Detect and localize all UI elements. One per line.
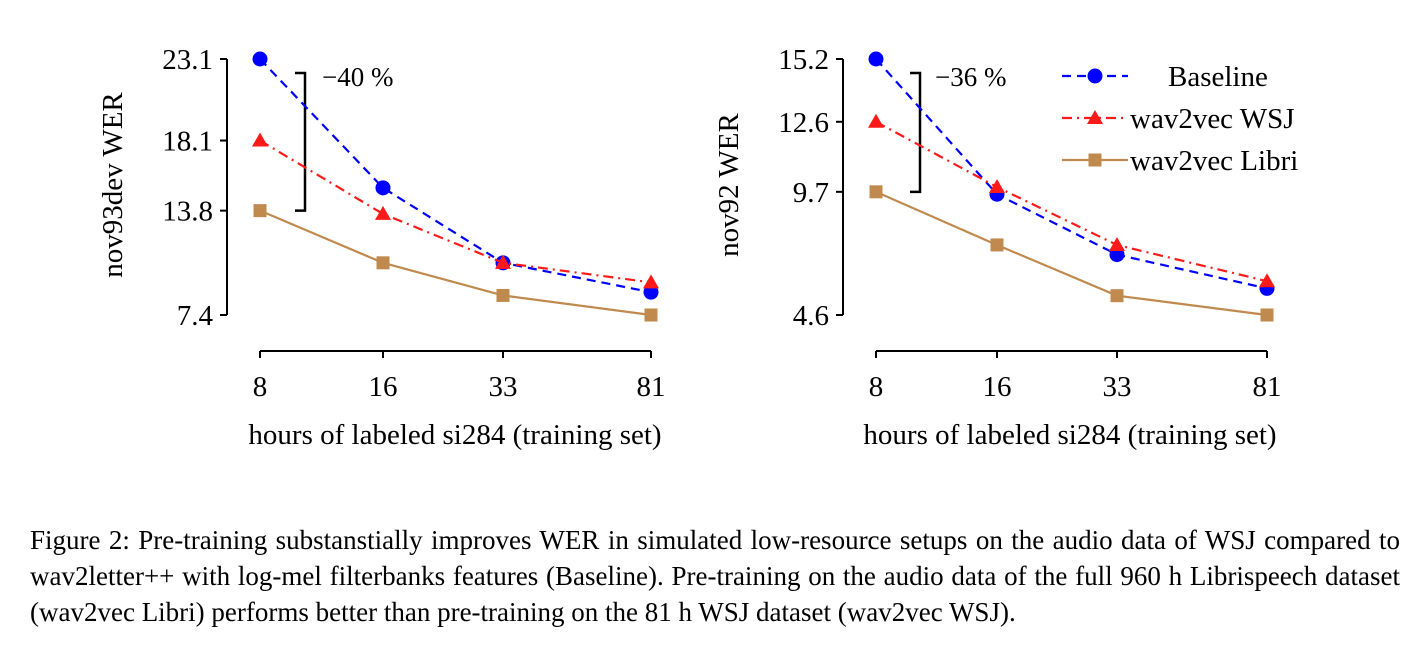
- data-point-triangle: [643, 274, 659, 289]
- reduction-annotation: −36 %: [935, 62, 1006, 92]
- series-line-circle: [259, 58, 652, 294]
- x-tick-label: 33: [489, 371, 518, 403]
- data-point-square: [1110, 289, 1124, 303]
- data-point-square: [1260, 308, 1274, 322]
- data-point-circle: [252, 51, 268, 67]
- x-tick-label: 33: [1103, 371, 1132, 403]
- data-point-square: [644, 308, 658, 322]
- chart-1: 7.4 13.8 18.1 23.1 8 16 33 81 nov93dev WER hours …: [97, 44, 666, 451]
- data-point-triangle: [1087, 110, 1103, 124]
- data-point-triangle: [252, 132, 268, 147]
- legend-label: Baseline: [1168, 61, 1268, 93]
- data-point-triangle: [1259, 273, 1275, 288]
- x-tick-label: 16: [369, 371, 398, 403]
- x-axis-label: hours of labeled si284 (training set): [863, 419, 1276, 451]
- legend: Baseline wav2vec WSJ wav2vec Libri: [1062, 61, 1298, 177]
- reduction-bracket: [910, 71, 922, 194]
- series-line-triangle: [875, 120, 1268, 283]
- y-axis-label: nov93dev WER: [97, 92, 129, 278]
- data-point-triangle: [375, 205, 391, 220]
- y-tick-label: 4.6: [793, 300, 829, 332]
- data-point-square: [1088, 153, 1102, 167]
- y-tick-label: 15.2: [778, 44, 829, 76]
- series-line-square: [875, 190, 1268, 317]
- data-point-triangle: [989, 179, 1005, 193]
- x-tick-label: 16: [983, 371, 1012, 403]
- data-point-square: [990, 238, 1004, 252]
- data-point-triangle: [495, 254, 511, 269]
- y-tick-label: 18.1: [162, 126, 213, 158]
- data-point-square: [496, 288, 510, 302]
- series-line-triangle: [259, 139, 652, 284]
- data-point-triangle: [1109, 236, 1125, 251]
- x-tick-label: 81: [1253, 371, 1282, 403]
- data-point-square: [376, 256, 390, 270]
- x-tick-label: 81: [637, 371, 666, 403]
- y-tick-label: 7.4: [177, 300, 214, 332]
- x-axis-label: hours of labeled si284 (training set): [248, 419, 661, 451]
- data-point-circle: [1087, 68, 1103, 84]
- legend-label: wav2vec Libri: [1130, 145, 1298, 177]
- y-tick-label: 9.7: [793, 177, 829, 209]
- data-point-square: [253, 204, 267, 218]
- data-point-circle: [868, 51, 884, 67]
- figure-area: 7.4 13.8 18.1 23.1 8 16 33 81 nov93dev WER hours …: [97, 44, 1298, 451]
- figure-caption: Figure 2: Pre-training substanstially im…: [30, 525, 1400, 627]
- reduction-bracket: [295, 71, 307, 212]
- y-tick-label: 12.6: [778, 107, 829, 139]
- legend-label: wav2vec WSJ: [1130, 103, 1295, 135]
- chart-2: 4.6 9.7 12.6 15.2 8 16 33 81 nov92 WER hours of l…: [713, 44, 1298, 451]
- x-tick-label: 8: [253, 371, 268, 403]
- series-line-square: [259, 209, 652, 317]
- y-tick-label: 13.8: [162, 196, 213, 228]
- reduction-annotation: −40 %: [322, 62, 393, 92]
- data-point-square: [869, 185, 883, 199]
- x-tick-label: 8: [869, 371, 884, 403]
- y-axis-label: nov92 WER: [713, 113, 745, 257]
- series-line-circle: [875, 58, 1268, 290]
- y-tick-label: 23.1: [162, 44, 213, 76]
- data-point-circle: [375, 180, 391, 196]
- data-point-triangle: [868, 113, 884, 128]
- data-point-circle: [643, 284, 659, 300]
